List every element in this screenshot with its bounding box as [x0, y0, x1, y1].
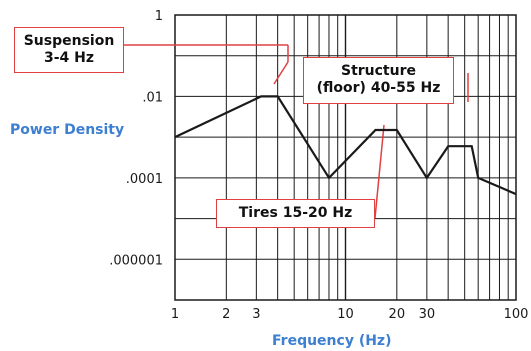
- x-tick-label: 30: [419, 307, 436, 322]
- callout-leader-line: [273, 61, 289, 85]
- x-tick-label: 100: [504, 307, 529, 322]
- suspension-callout-line-1: Suspension: [23, 33, 115, 49]
- tick-labels: 1 2 3 10 20 30 100 1 .01 .0001 .000001: [109, 9, 528, 322]
- y-tick-label: .000001: [109, 253, 163, 268]
- x-tick-label: 1: [171, 307, 179, 322]
- x-tick-label: 2: [222, 307, 230, 322]
- suspension-callout: Suspension 3-4 Hz: [14, 27, 124, 73]
- x-axis-title: Frequency (Hz): [272, 333, 391, 349]
- y-tick-label: .01: [142, 90, 163, 105]
- callout-leader-line: [374, 124, 385, 219]
- y-axis-title: Power Density: [10, 122, 124, 138]
- y-tick-label: .0001: [126, 172, 163, 187]
- x-tick-label: 20: [389, 307, 406, 322]
- callout-leaders: [124, 44, 469, 219]
- structure-callout: Structure (floor) 40-55 Hz: [303, 57, 454, 104]
- structure-callout-line-1: Structure: [340, 63, 416, 79]
- x-tick-label: 3: [252, 307, 260, 322]
- y-tick-label: 1: [155, 9, 163, 24]
- tires-callout: Tires 15-20 Hz: [216, 199, 375, 228]
- suspension-callout-line-2: 3-4 Hz: [43, 50, 95, 66]
- x-tick-label: 10: [337, 307, 354, 322]
- power-density-line: [174, 95, 517, 196]
- tires-callout-line-1: Tires 15-20 Hz: [238, 205, 353, 221]
- structure-callout-line-2: (floor) 40-55 Hz: [316, 80, 441, 96]
